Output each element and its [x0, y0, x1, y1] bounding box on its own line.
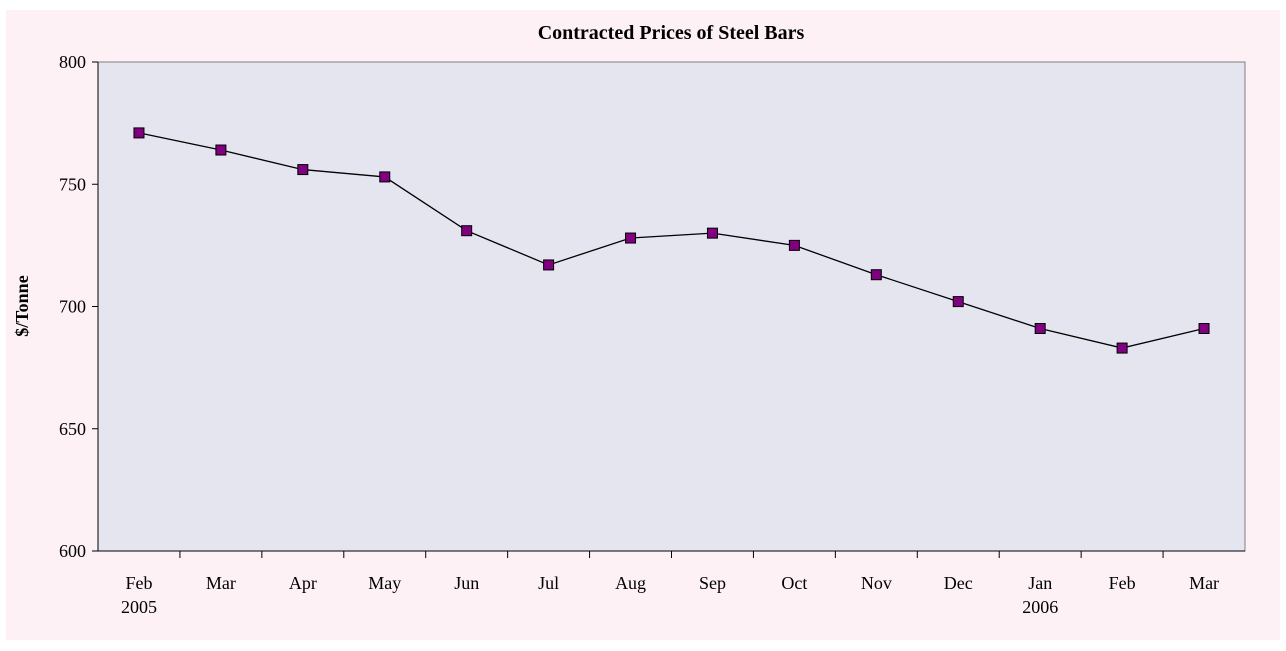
x-tick-label: Apr	[288, 573, 317, 593]
x-tick-label: Jul	[538, 573, 560, 593]
x-tick-label: Mar	[205, 573, 236, 593]
y-axis-label: $/Tonne	[12, 275, 32, 336]
x-tick-label: Dec	[943, 573, 973, 593]
y-tick-label: 800	[59, 52, 86, 72]
marker	[543, 259, 555, 271]
marker	[133, 127, 145, 139]
y-tick-label: 750	[59, 174, 86, 194]
x-tick-label: Sep	[699, 573, 726, 593]
marker	[379, 171, 391, 183]
x-tick-label: May	[368, 573, 402, 593]
y-tick-label: 700	[59, 297, 86, 317]
marker	[625, 232, 637, 244]
marker	[1198, 323, 1210, 335]
marker	[706, 227, 718, 239]
x-tick-label: Feb 2005	[121, 573, 157, 617]
marker	[1116, 342, 1128, 354]
y-tick-label: 600	[59, 541, 86, 561]
x-tick-label: Oct	[781, 573, 808, 593]
line	[138, 132, 1205, 349]
marker	[461, 225, 473, 237]
marker	[952, 296, 964, 308]
marker	[788, 239, 800, 251]
x-tick-label: Jan 2006	[1022, 573, 1059, 617]
x-tick-label: Nov	[860, 573, 892, 593]
marker	[1034, 323, 1046, 335]
x-tick-label: Aug	[615, 573, 647, 593]
marker	[215, 144, 227, 156]
plot-area	[97, 61, 1246, 552]
marker	[870, 269, 882, 281]
x-tick-label: Feb	[1108, 573, 1136, 593]
marker	[297, 164, 309, 176]
y-tick-label: 650	[59, 419, 86, 439]
chart-title: Contracted Prices of Steel Bars	[538, 22, 805, 44]
x-tick-label: Jun	[454, 573, 480, 593]
x-tick-label: Mar	[1189, 573, 1220, 593]
